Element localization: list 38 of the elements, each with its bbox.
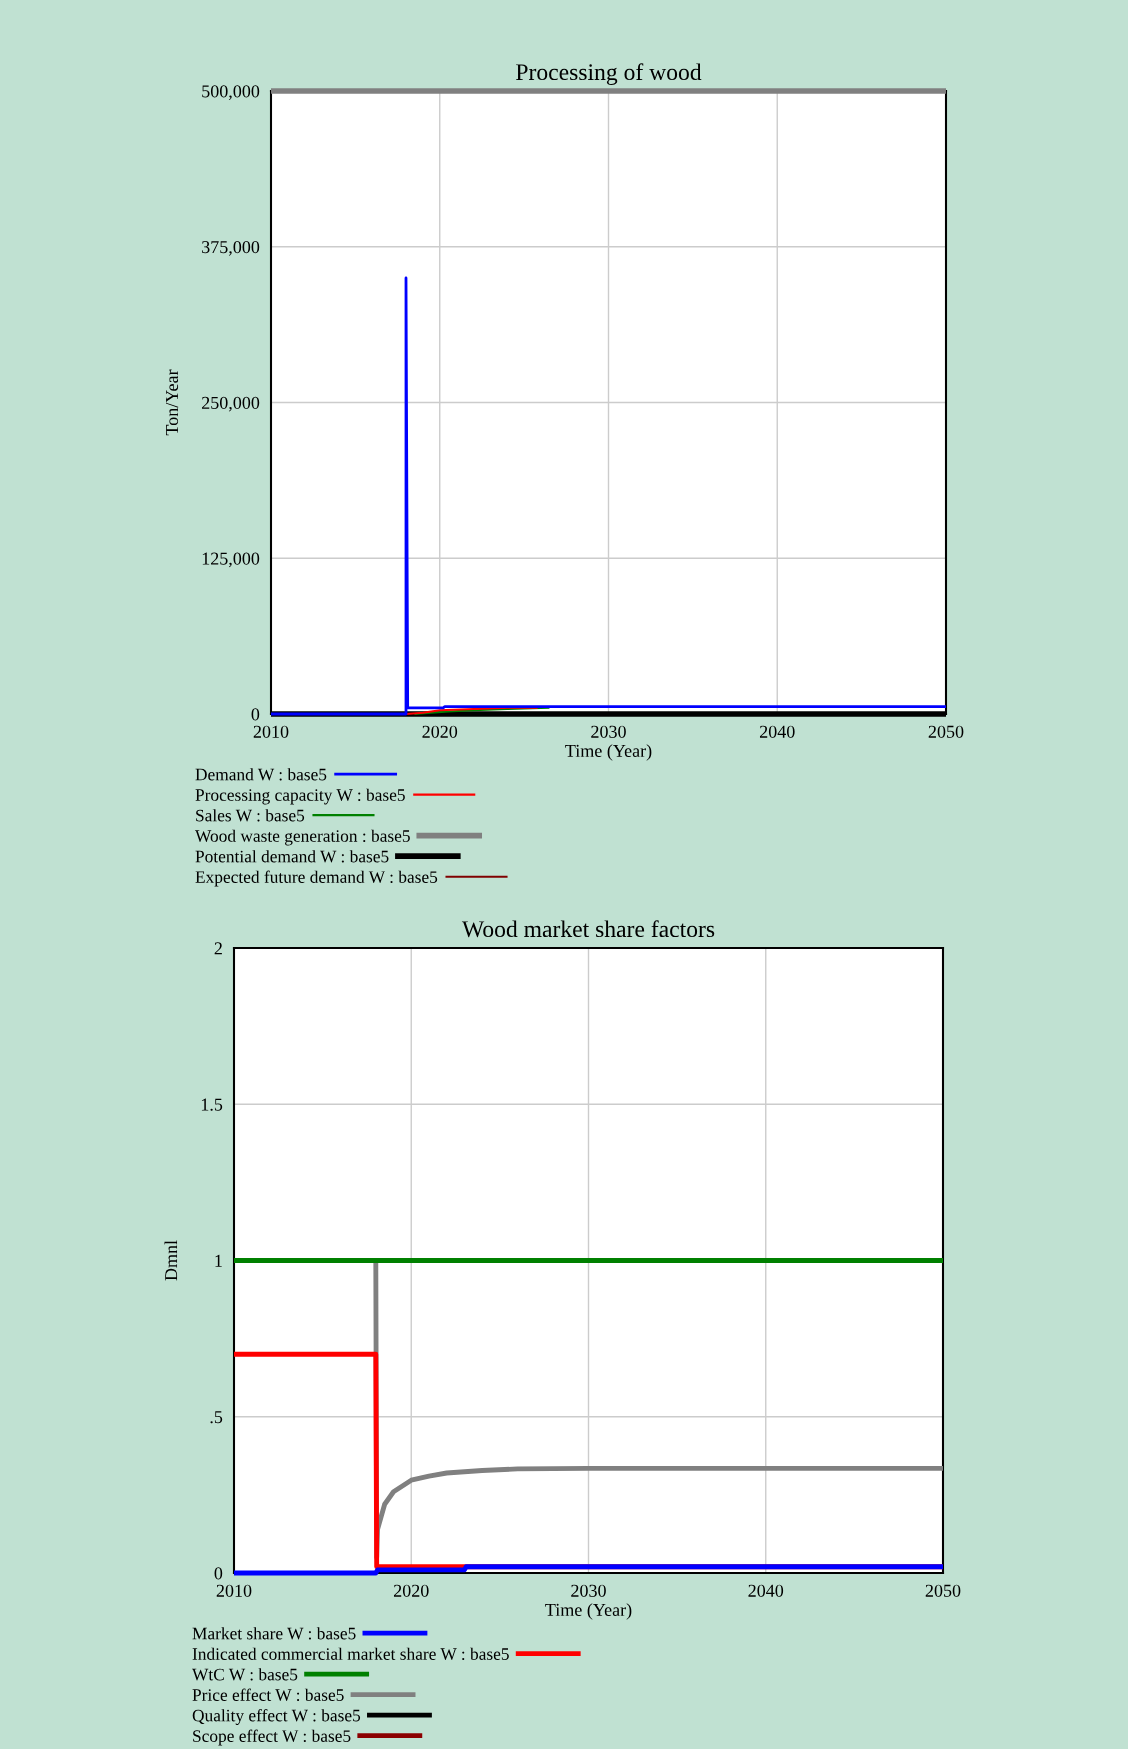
legend-label: Processing capacity W : base5 [195, 788, 405, 805]
x-tick-label: 2040 [748, 1584, 784, 1597]
x-tick-label: 2040 [759, 725, 795, 738]
x-tick-label: 2020 [422, 725, 458, 738]
y-tick-label: 1 [215, 1254, 222, 1267]
x-tick-label: 2020 [393, 1584, 429, 1597]
y-axis-title: Ton/Year [166, 369, 179, 436]
x-tick-label: 2050 [928, 725, 964, 738]
y-tick-label: 0 [214, 1567, 223, 1580]
legend-label: Market share W : base5 [192, 1627, 356, 1640]
y-tick-label: 250,000 [202, 396, 260, 412]
y-tick-label: 500,000 [202, 85, 260, 101]
chart-title: Processing of wood [516, 63, 702, 85]
legend-label: WtC W : base5 [192, 1668, 298, 1681]
y-tick-label: 1.5 [201, 1098, 223, 1111]
y-tick-label: 125,000 [202, 552, 260, 568]
legend-label: Expected future demand W : base5 [195, 870, 438, 887]
y-tick-label: 2 [214, 942, 222, 955]
x-axis-title: Time (Year) [545, 1603, 632, 1620]
y-tick-label: 375,000 [202, 241, 260, 256]
legend-label: Potential demand W : base5 [195, 850, 389, 863]
legend-label: Scope effect W : base5 [193, 1729, 351, 1746]
chart-title: Wood market share factors [461, 920, 715, 938]
legend-label: Sales W : base5 [196, 809, 305, 822]
legend-label: Demand W : base5 [195, 768, 327, 781]
legend-label: Price effect W : base5 [192, 1688, 344, 1701]
x-axis-title: Time (Year) [565, 744, 652, 761]
x-tick-label: 2050 [925, 1584, 961, 1597]
x-tick-label: 2030 [571, 1584, 606, 1597]
y-tick-label: .5 [210, 1411, 223, 1424]
legend-label: Quality effect W : base5 [192, 1709, 361, 1725]
x-tick-label: 2010 [253, 725, 289, 738]
legend-label: Wood waste generation : base5 [195, 829, 410, 846]
x-tick-label: 2030 [591, 725, 626, 738]
x-tick-label: 2010 [216, 1584, 252, 1597]
y-axis-title: Dmnl [164, 1240, 178, 1281]
y-tick-label: 0 [251, 708, 260, 721]
legend-label: Indicated commercial market share W : base5 [192, 1647, 509, 1660]
